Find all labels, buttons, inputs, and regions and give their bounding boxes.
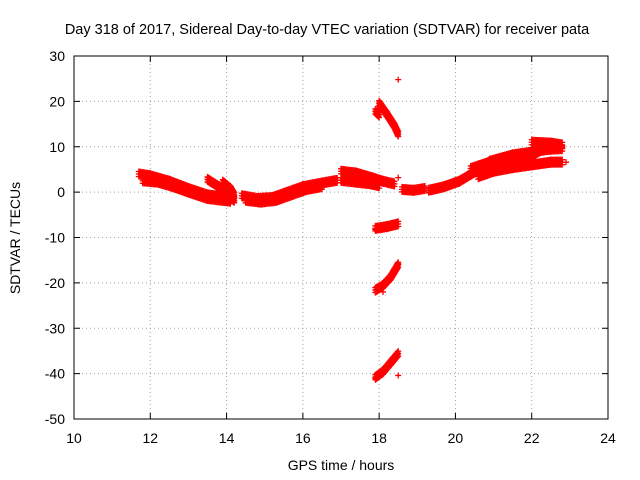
data-point: [395, 260, 402, 267]
data-point: [559, 161, 566, 168]
y-tick-label: 30: [49, 48, 65, 64]
data-point: [231, 194, 238, 201]
data-point: [376, 185, 383, 192]
data-point: [318, 186, 325, 193]
y-tick-label: -40: [45, 366, 65, 382]
y-tick-label: 0: [57, 184, 65, 200]
x-tick-label: 16: [295, 430, 311, 446]
y-tick-label: -10: [45, 230, 65, 246]
data-point: [559, 144, 566, 151]
data-point: [379, 288, 386, 295]
data-points: [135, 76, 570, 383]
data-point: [395, 372, 402, 379]
data-point: [395, 76, 402, 83]
y-tick-label: 20: [49, 93, 65, 109]
data-point: [231, 199, 238, 206]
data-point: [376, 114, 383, 121]
grid-lines: [74, 56, 608, 419]
x-axis-label: GPS time / hours: [288, 457, 395, 473]
x-tick-label: 10: [66, 430, 82, 446]
data-point: [395, 353, 402, 360]
data-point: [372, 375, 379, 382]
data-point: [395, 223, 402, 230]
x-tick-label: 20: [448, 430, 464, 446]
y-tick-label: -20: [45, 275, 65, 291]
data-point: [532, 158, 539, 165]
x-tick-label: 24: [600, 430, 616, 446]
y-axis-ticks: 30 20 10 0 -10 -20 -30 -40 -50: [45, 48, 608, 427]
y-tick-label: -50: [45, 411, 65, 427]
x-axis-ticks: 10 12 14 16 18 20 22 24: [66, 56, 616, 446]
data-point: [421, 187, 428, 194]
data-point: [395, 174, 402, 181]
data-point: [391, 183, 398, 190]
data-point: [394, 354, 401, 361]
data-point: [395, 218, 402, 225]
x-tick-label: 12: [142, 430, 158, 446]
x-tick-label: 22: [524, 430, 540, 446]
data-point: [563, 159, 570, 166]
x-tick-label: 18: [371, 430, 387, 446]
y-tick-label: 10: [49, 139, 65, 155]
chart-title: Day 318 of 2017, Sidereal Day-to-day VTE…: [65, 22, 590, 38]
data-point: [395, 133, 402, 140]
y-tick-label: -30: [45, 320, 65, 336]
data-point: [536, 150, 543, 157]
y-axis-label: SDTVAR / TECUs: [7, 182, 23, 294]
data-point: [372, 226, 379, 233]
x-tick-label: 14: [219, 430, 235, 446]
